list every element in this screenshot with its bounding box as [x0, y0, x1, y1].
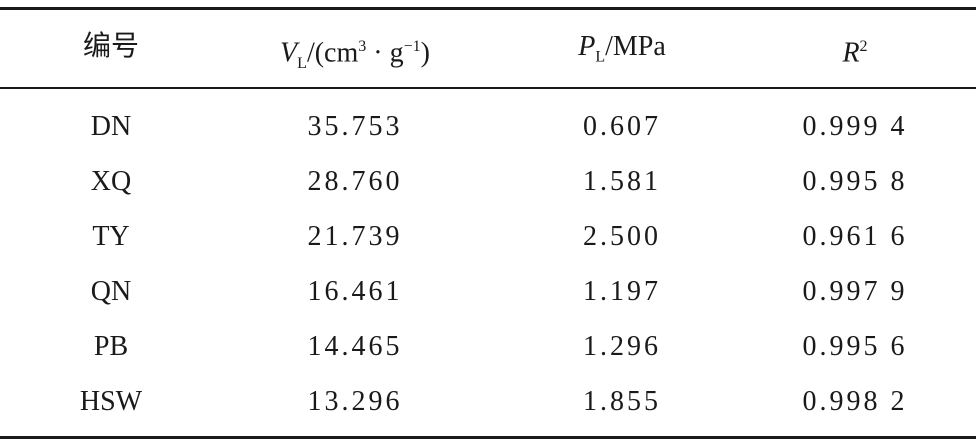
header-text: /MPa: [605, 31, 666, 62]
header-text: −1: [403, 38, 421, 55]
table-cell: 21.739: [307, 221, 403, 252]
top-rule: [0, 7, 976, 10]
table-cell: 0.995 6: [802, 331, 908, 362]
header-text: 编号: [82, 31, 139, 62]
table-cell: 0.997 9: [802, 276, 908, 307]
table-cell: 0.607: [583, 111, 661, 142]
header-text: R: [842, 37, 860, 69]
header-cell: 编号: [0, 27, 241, 67]
header-text: V: [280, 37, 298, 69]
table-cell: 0.995 8: [802, 166, 908, 197]
table-cell: DN: [90, 111, 132, 142]
header-text: · g: [366, 37, 404, 69]
table-cell: 13.296: [307, 386, 403, 417]
header-text: L: [595, 48, 606, 66]
table-cell: 14.465: [307, 331, 403, 362]
table-cell: 1.581: [583, 166, 661, 197]
table-cell: 1.296: [583, 331, 661, 362]
header-text: 2: [859, 38, 868, 55]
table-cell: XQ: [90, 166, 132, 197]
table-cell: TY: [92, 221, 130, 252]
table-cell: 28.760: [307, 166, 403, 197]
header-cell: VL/(cm3 · g−1): [225, 27, 485, 84]
table-cell: 35.753: [307, 111, 403, 142]
table-cell: 0.961 6: [802, 221, 908, 252]
header-text: P: [578, 31, 596, 62]
header-text: 3: [358, 38, 367, 55]
table-cell: 0.998 2: [802, 386, 908, 417]
bottom-rule: [0, 436, 976, 439]
header-cell: PL/MPa: [492, 27, 752, 78]
table-cell: 0.999 4: [802, 111, 908, 142]
table-cell: 1.855: [583, 386, 661, 417]
header-text: ): [420, 37, 430, 69]
table-cell: 16.461: [307, 276, 403, 307]
table-cell: 2.500: [583, 221, 661, 252]
header-text: L: [297, 54, 307, 72]
header-text: /(cm: [306, 37, 359, 69]
table-cell: PB: [93, 331, 129, 362]
table-cell: 1.197: [583, 276, 661, 307]
header-rule: [0, 87, 976, 89]
header-cell: R2: [725, 27, 976, 73]
table-cell: QN: [90, 276, 132, 307]
table-cell: HSW: [79, 386, 143, 417]
